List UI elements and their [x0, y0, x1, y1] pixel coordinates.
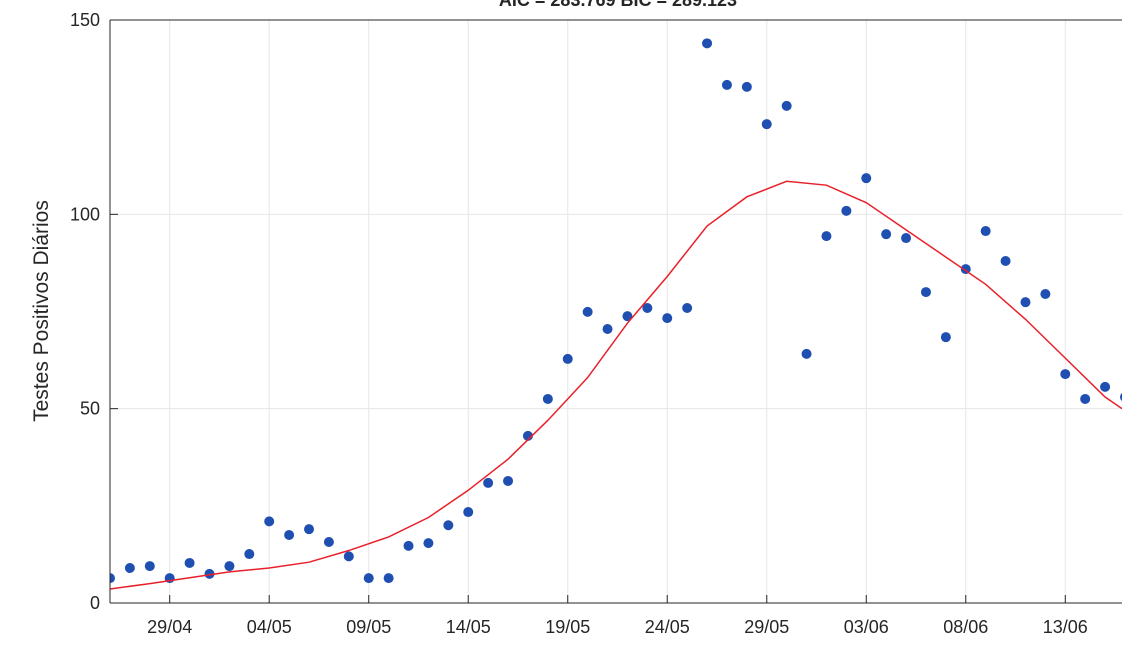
data-point — [224, 561, 235, 572]
data-point — [383, 573, 394, 584]
y-tick-label: 0 — [90, 593, 100, 613]
data-point — [403, 540, 414, 551]
data-point — [821, 231, 832, 242]
fit-line — [110, 180, 1122, 590]
x-tick-label: 24/05 — [645, 617, 690, 637]
y-tick-label: 50 — [80, 399, 100, 419]
data-point — [1080, 393, 1091, 404]
y-tick-label: 100 — [70, 204, 100, 224]
data-point — [682, 303, 693, 314]
data-point — [184, 557, 195, 568]
data-point — [244, 549, 255, 560]
data-point — [110, 573, 115, 584]
data-point — [522, 430, 533, 441]
data-point — [881, 229, 892, 240]
data-point — [642, 303, 653, 314]
x-tick-label: 08/06 — [943, 617, 988, 637]
data-point — [423, 538, 434, 549]
data-point — [920, 287, 931, 298]
data-point — [702, 38, 713, 49]
x-tick-label: 04/05 — [247, 617, 292, 637]
data-point — [483, 477, 494, 488]
y-axis-label: Testes Positivos Diários — [30, 200, 53, 422]
data-point — [582, 306, 593, 317]
data-point — [741, 81, 752, 92]
data-point — [1119, 392, 1122, 402]
data-point — [940, 332, 951, 343]
x-tick-label: 19/05 — [545, 617, 590, 637]
data-point — [721, 79, 732, 90]
data-point — [841, 205, 852, 216]
x-tick-label: 13/06 — [1043, 617, 1088, 637]
data-point — [264, 516, 275, 527]
data-point — [323, 536, 334, 547]
data-point — [761, 119, 772, 130]
data-point — [284, 529, 295, 540]
data-point — [602, 323, 613, 334]
chart-title: AIC = 283.769 BIC = 289.123 — [499, 0, 737, 10]
data-point — [562, 353, 573, 364]
data-point — [781, 100, 792, 111]
data-point — [861, 173, 872, 184]
x-tick-label: 29/05 — [744, 617, 789, 637]
data-point — [124, 563, 135, 574]
data-point — [1040, 289, 1051, 300]
y-tick-label: 150 — [70, 10, 100, 30]
data-point — [1000, 255, 1011, 266]
data-point — [144, 561, 155, 572]
data-point — [901, 233, 912, 244]
x-tick-label: 29/04 — [147, 617, 192, 637]
data-point — [443, 520, 454, 531]
data-point — [503, 475, 514, 486]
x-tick-label: 14/05 — [446, 617, 491, 637]
data-point — [1060, 369, 1071, 380]
data-point — [542, 393, 553, 404]
data-point — [1020, 297, 1031, 308]
data-point — [363, 573, 374, 584]
data-point — [463, 507, 474, 518]
x-tick-label: 09/05 — [346, 617, 391, 637]
data-point — [304, 524, 315, 535]
data-point — [343, 551, 354, 562]
data-point — [980, 226, 991, 237]
data-point — [1100, 381, 1111, 392]
x-tick-label: 03/06 — [844, 617, 889, 637]
data-point — [204, 568, 215, 579]
data-point — [622, 311, 633, 322]
data-point — [662, 313, 673, 324]
data-point — [801, 348, 812, 359]
